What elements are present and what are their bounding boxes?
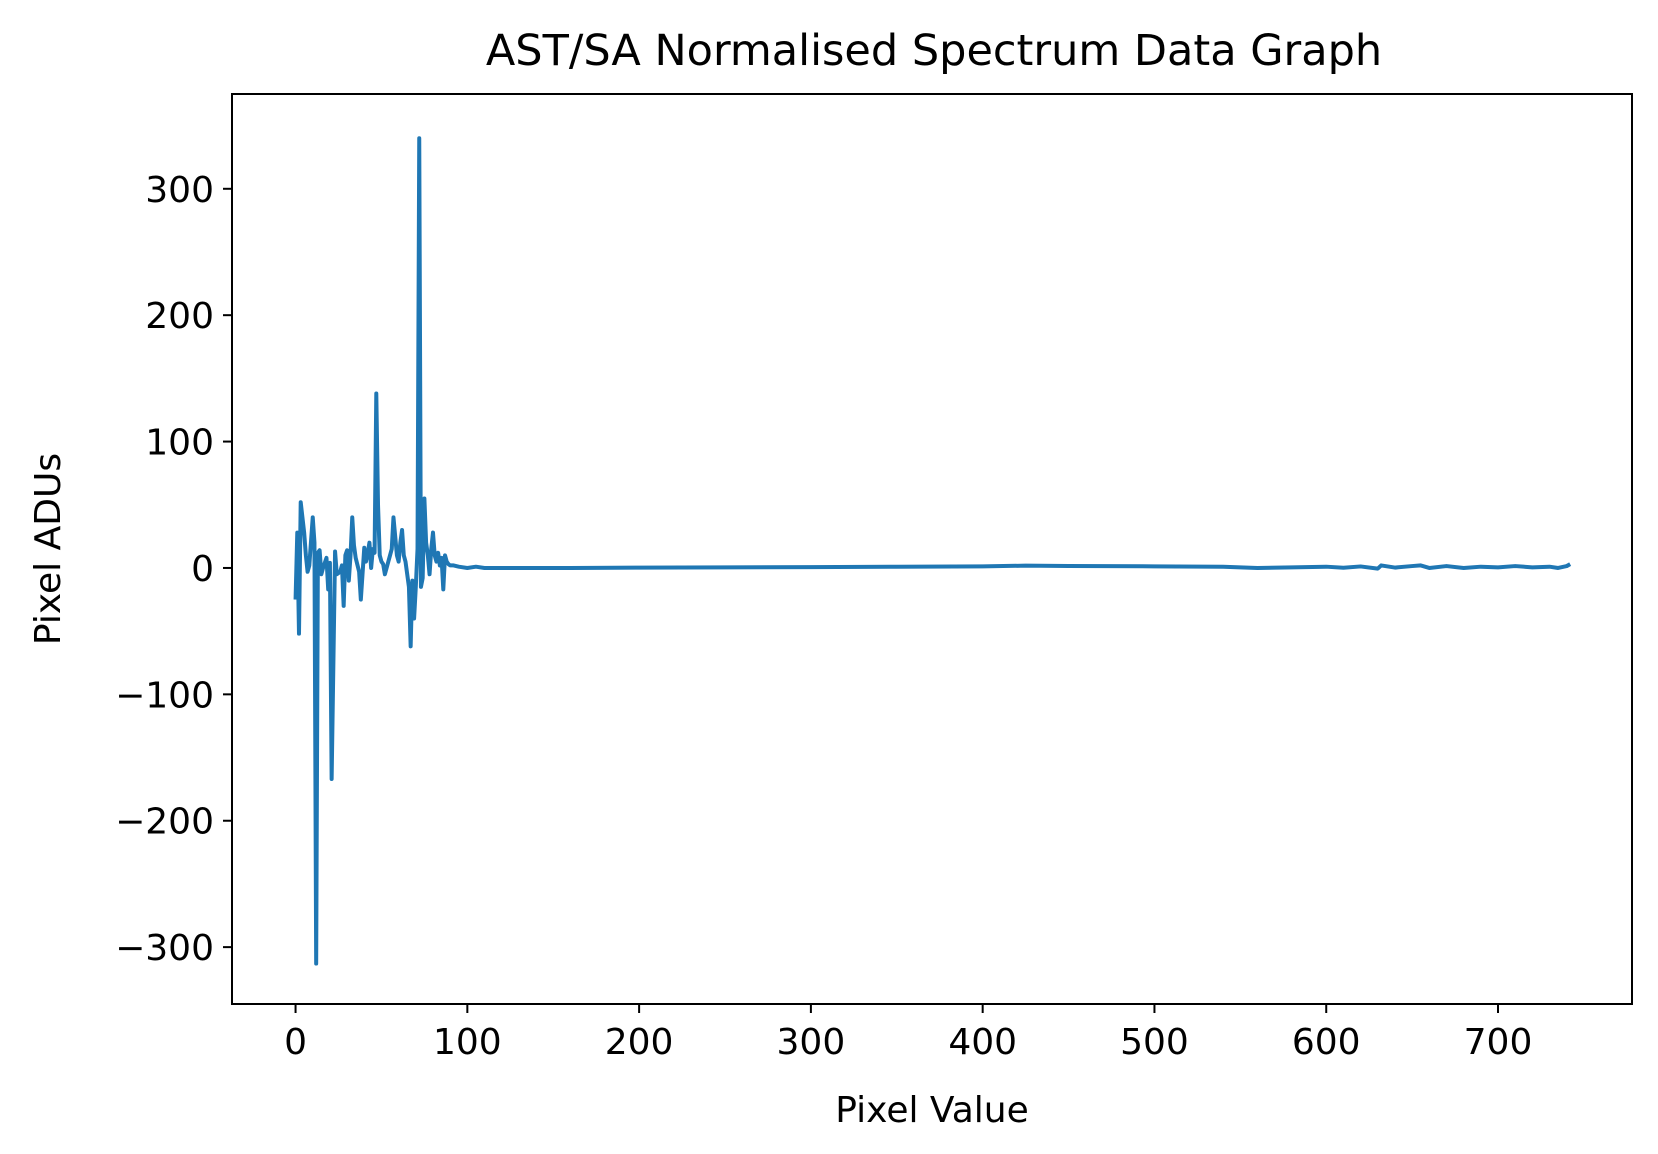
y-tick-label: −200 — [115, 802, 214, 843]
y-tick-label: 100 — [145, 423, 214, 464]
y-axis: −300 −200 −100 0 100 200 300 — [115, 170, 232, 969]
x-tick-label: 500 — [1120, 1022, 1189, 1063]
plot-frame — [231, 93, 1633, 1005]
y-tick-label: −300 — [115, 928, 214, 969]
x-tick-label: 400 — [948, 1022, 1017, 1063]
x-tick-label: 300 — [777, 1022, 846, 1063]
x-tick-label: 200 — [605, 1022, 674, 1063]
chart-title: AST/SA Normalised Spectrum Data Graph — [486, 26, 1382, 76]
series-line-0 — [293, 136, 1572, 966]
x-tick-label: 100 — [433, 1022, 502, 1063]
x-tick-label: 0 — [284, 1022, 307, 1063]
y-tick-label: 300 — [145, 170, 214, 211]
x-tick-label: 700 — [1464, 1022, 1533, 1063]
y-tick-label: −100 — [115, 675, 214, 716]
y-tick-label: 200 — [145, 296, 214, 337]
y-tick-label: 0 — [191, 549, 214, 590]
x-axis: 0 100 200 300 400 500 600 700 — [284, 1004, 1532, 1063]
x-axis-label: Pixel Value — [835, 1090, 1029, 1131]
x-tick-label: 600 — [1292, 1022, 1361, 1063]
y-axis-label: Pixel ADUs — [28, 453, 69, 645]
plot-area — [293, 136, 1572, 966]
